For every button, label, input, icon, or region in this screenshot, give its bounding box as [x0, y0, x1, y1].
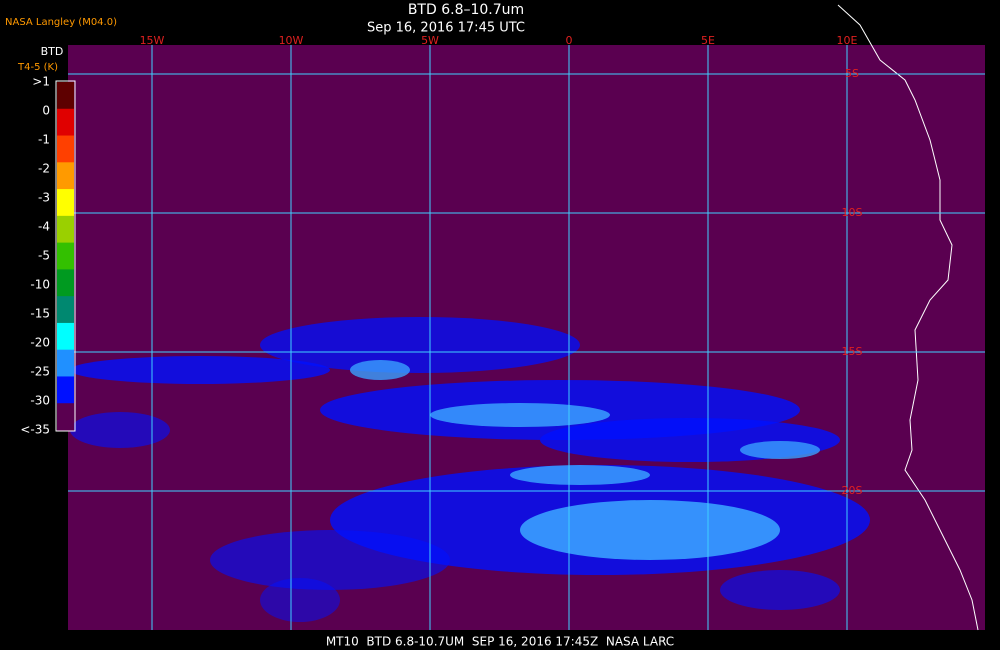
longitude-label: 10W — [279, 34, 304, 47]
legend-label: -2 — [38, 162, 50, 176]
legend-swatch — [57, 242, 74, 270]
longitude-label: 5E — [701, 34, 715, 47]
legend-swatch — [57, 135, 74, 163]
longitude-label: 15W — [140, 34, 165, 47]
legend-label: >1 — [32, 75, 50, 89]
latitude-label: 20S — [842, 484, 863, 497]
legend-swatch — [57, 82, 74, 110]
legend-label: -20 — [30, 336, 50, 350]
legend-swatch — [57, 269, 74, 297]
legend-swatch — [57, 296, 74, 324]
legend-swatch — [57, 215, 74, 244]
legend-units: T4-5 (K) — [17, 62, 58, 73]
legend-frame — [55, 80, 76, 432]
coastline — [837, 4, 979, 631]
title: BTD 6.8–10.7um — [408, 2, 524, 18]
legend-label: -4 — [38, 220, 50, 234]
longitude-label: 10E — [837, 34, 858, 47]
latitude-label: 5S — [845, 67, 859, 80]
latitude-label: 10S — [842, 206, 863, 219]
legend-label: -5 — [38, 249, 50, 263]
legend-swatch — [57, 322, 74, 351]
graticule — [68, 45, 985, 630]
footer: MT10 BTD 6.8-10.7UM SEP 16, 2016 17:45Z … — [326, 635, 674, 649]
longitude-label: 0 — [566, 34, 573, 47]
legend-label: -30 — [30, 394, 50, 408]
cloud-core — [350, 360, 820, 560]
legend-label: -10 — [30, 278, 50, 292]
legend-title: BTD — [41, 45, 64, 58]
legend-swatch — [57, 108, 74, 137]
latitude-label: 15S — [842, 345, 863, 358]
legend-swatch — [57, 376, 74, 404]
legend-swatch — [57, 349, 74, 377]
legend-label: -25 — [30, 365, 50, 379]
legend-swatch — [57, 162, 74, 190]
legend-label: -15 — [30, 307, 50, 321]
legend-swatch — [57, 403, 74, 431]
longitude-label: 5W — [421, 34, 439, 47]
legend-label: 0 — [42, 104, 50, 118]
legend-label: <-35 — [20, 423, 50, 437]
timestamp: Sep 16, 2016 17:45 UTC — [367, 21, 525, 36]
legend-label: -1 — [38, 133, 50, 147]
source-label: NASA Langley (M04.0) — [5, 17, 117, 28]
legend-label: -3 — [38, 191, 50, 205]
legend-swatch — [57, 189, 74, 217]
